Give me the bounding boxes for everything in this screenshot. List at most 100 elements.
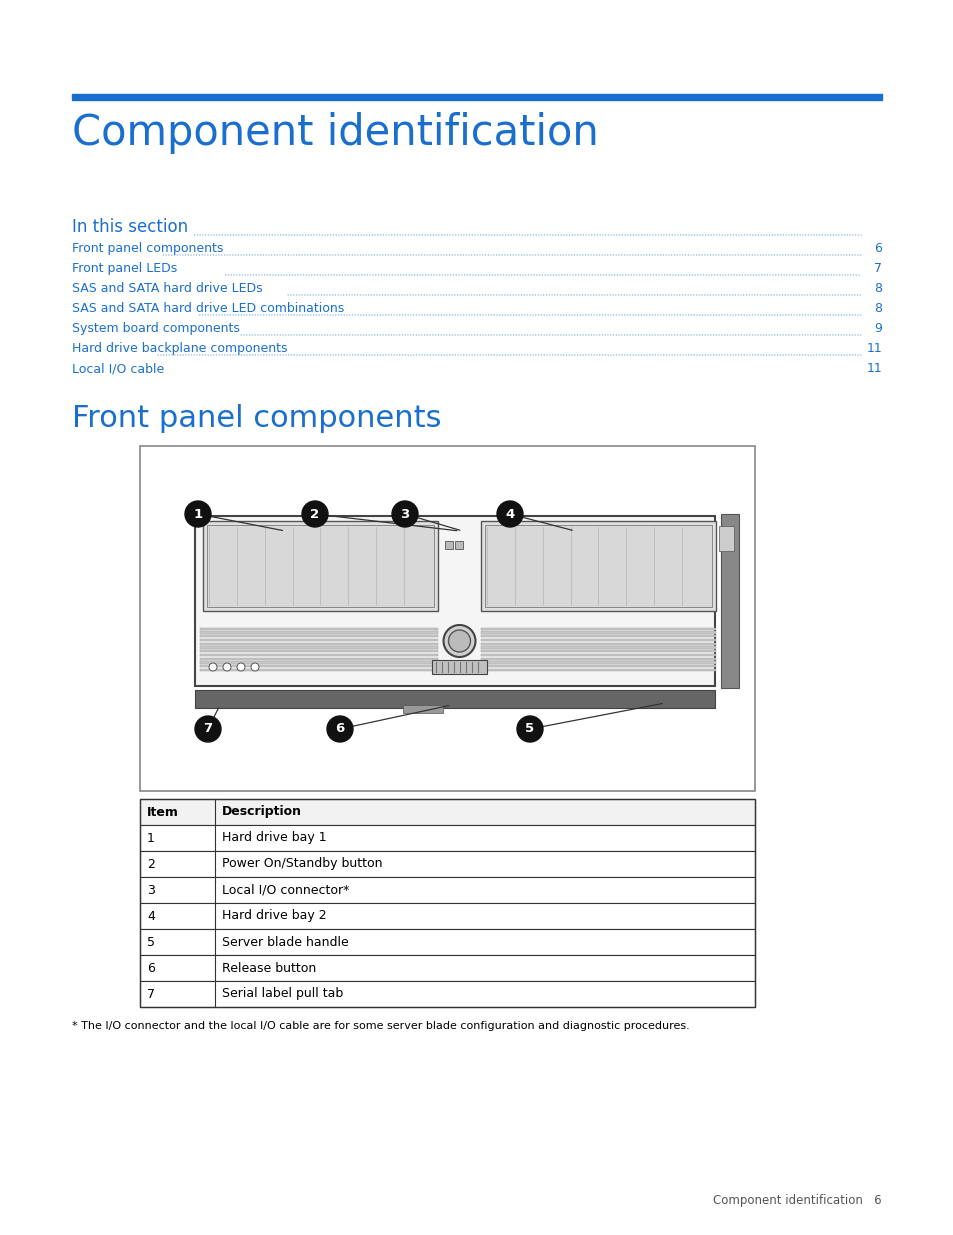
Bar xyxy=(455,541,462,550)
Bar xyxy=(140,877,754,903)
Bar xyxy=(194,690,714,708)
Text: 11: 11 xyxy=(865,342,882,354)
Text: 6: 6 xyxy=(147,962,154,974)
Bar xyxy=(200,664,437,667)
Text: 7: 7 xyxy=(147,988,154,1000)
Bar xyxy=(140,955,754,981)
Text: 2: 2 xyxy=(310,508,319,520)
Text: 7: 7 xyxy=(873,262,882,275)
Bar xyxy=(480,650,716,652)
Circle shape xyxy=(443,625,475,657)
Bar xyxy=(140,851,754,877)
Bar xyxy=(480,668,716,671)
Circle shape xyxy=(302,501,328,527)
Text: * The I/O connector and the local I/O cable are for some server blade configurat: * The I/O connector and the local I/O ca… xyxy=(71,1021,689,1031)
Bar xyxy=(200,657,437,659)
Bar xyxy=(200,635,437,637)
Text: In this section: In this section xyxy=(71,219,188,236)
Bar xyxy=(480,661,716,663)
Bar xyxy=(200,661,437,663)
Circle shape xyxy=(517,716,542,742)
Text: System board components: System board components xyxy=(71,322,239,335)
Circle shape xyxy=(251,663,258,671)
Text: 8: 8 xyxy=(873,282,882,295)
Text: 9: 9 xyxy=(873,322,882,335)
Bar xyxy=(200,631,437,634)
Text: Server blade handle: Server blade handle xyxy=(222,935,349,948)
Bar xyxy=(432,659,486,674)
Text: Component identification: Component identification xyxy=(71,112,598,154)
Bar xyxy=(719,526,733,551)
Text: 5: 5 xyxy=(525,722,534,736)
Bar xyxy=(140,799,754,1007)
Circle shape xyxy=(327,716,353,742)
Text: SAS and SATA hard drive LED combinations: SAS and SATA hard drive LED combinations xyxy=(71,303,344,315)
Bar xyxy=(402,705,442,713)
Circle shape xyxy=(194,716,221,742)
Circle shape xyxy=(497,501,522,527)
Bar xyxy=(200,650,437,652)
Circle shape xyxy=(392,501,417,527)
Text: 7: 7 xyxy=(203,722,213,736)
Circle shape xyxy=(448,630,470,652)
Bar xyxy=(203,521,437,611)
Bar xyxy=(480,521,716,611)
Text: Description: Description xyxy=(222,805,302,819)
Bar xyxy=(200,646,437,648)
Text: 3: 3 xyxy=(147,883,154,897)
Bar xyxy=(480,631,716,634)
Bar xyxy=(140,903,754,929)
Text: Hard drive bay 1: Hard drive bay 1 xyxy=(222,831,326,845)
Text: 5: 5 xyxy=(147,935,154,948)
Text: Serial label pull tab: Serial label pull tab xyxy=(222,988,343,1000)
Text: 1: 1 xyxy=(147,831,154,845)
Text: 2: 2 xyxy=(147,857,154,871)
Text: 1: 1 xyxy=(193,508,202,520)
Text: 3: 3 xyxy=(400,508,409,520)
Text: SAS and SATA hard drive LEDs: SAS and SATA hard drive LEDs xyxy=(71,282,262,295)
Bar xyxy=(480,657,716,659)
Circle shape xyxy=(209,663,216,671)
Text: Hard drive backplane components: Hard drive backplane components xyxy=(71,342,287,354)
Text: Front panel LEDs: Front panel LEDs xyxy=(71,262,177,275)
Circle shape xyxy=(185,501,211,527)
Text: Item: Item xyxy=(147,805,178,819)
Bar xyxy=(720,514,739,688)
Bar xyxy=(480,653,716,656)
Text: 6: 6 xyxy=(335,722,344,736)
Bar xyxy=(484,525,711,606)
Circle shape xyxy=(236,663,245,671)
Bar xyxy=(140,799,754,825)
Text: 4: 4 xyxy=(147,909,154,923)
Text: Hard drive bay 2: Hard drive bay 2 xyxy=(222,909,326,923)
Bar xyxy=(480,635,716,637)
Text: Component identification   6: Component identification 6 xyxy=(713,1194,882,1207)
Bar xyxy=(480,638,716,641)
Bar xyxy=(207,525,434,606)
Bar xyxy=(140,929,754,955)
Bar xyxy=(480,642,716,645)
Bar xyxy=(200,627,437,630)
Text: Release button: Release button xyxy=(222,962,315,974)
Text: Local I/O connector*: Local I/O connector* xyxy=(222,883,349,897)
Bar xyxy=(200,642,437,645)
Bar xyxy=(480,627,716,630)
Text: Front panel components: Front panel components xyxy=(71,242,223,254)
Bar xyxy=(71,94,882,100)
Text: Local I/O cable: Local I/O cable xyxy=(71,362,164,375)
Bar xyxy=(140,981,754,1007)
Text: Power On/Standby button: Power On/Standby button xyxy=(222,857,382,871)
Bar xyxy=(480,646,716,648)
Bar xyxy=(194,516,714,685)
Bar xyxy=(140,825,754,851)
Text: Front panel components: Front panel components xyxy=(71,404,441,433)
Text: 6: 6 xyxy=(873,242,882,254)
Bar xyxy=(200,653,437,656)
Bar xyxy=(200,668,437,671)
Bar xyxy=(444,541,453,550)
Text: 4: 4 xyxy=(505,508,514,520)
Bar xyxy=(200,638,437,641)
Circle shape xyxy=(223,663,231,671)
Text: 8: 8 xyxy=(873,303,882,315)
Bar xyxy=(140,446,754,790)
